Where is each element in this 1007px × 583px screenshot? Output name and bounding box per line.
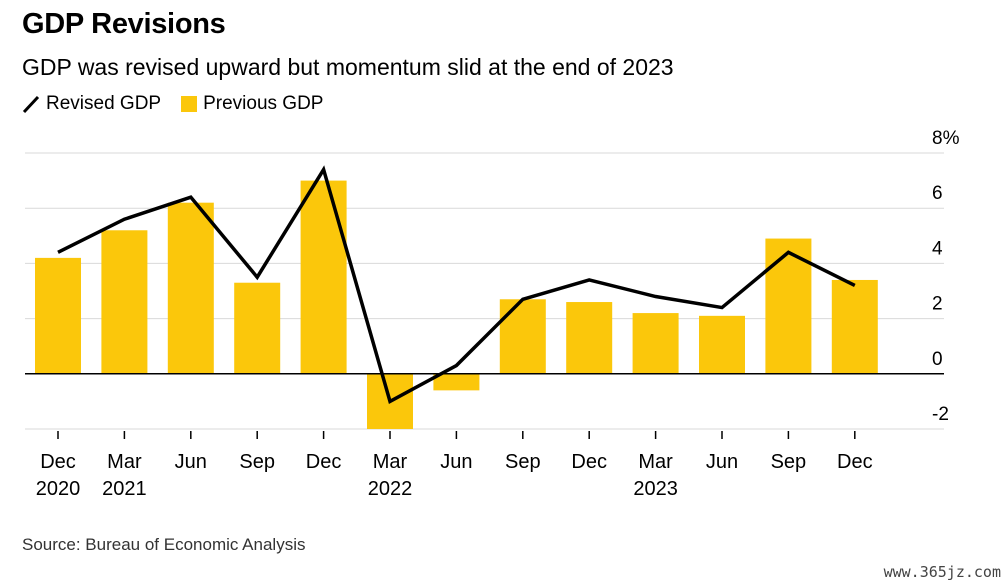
legend-label-previous: Previous GDP — [203, 93, 324, 114]
bar — [831, 279, 878, 374]
x-tick-label: Sep — [239, 451, 275, 473]
x-tick-label: Sep — [505, 451, 541, 473]
x-tick-label: Jun — [706, 451, 738, 473]
bar-swatch-icon — [181, 96, 198, 112]
y-tick-label: 4 — [932, 238, 943, 259]
y-tick-label: 8% — [932, 128, 960, 149]
bar — [566, 302, 613, 374]
legend-label-revised: Revised GDP — [46, 93, 162, 114]
chart-title: GDP Revisions — [22, 8, 226, 40]
line-swatch-icon — [22, 95, 40, 114]
x-tick-label: Dec — [571, 451, 607, 473]
legend: Revised GDP Previous GDP — [22, 93, 343, 115]
chart-subtitle: GDP was revised upward but momentum slid… — [22, 54, 674, 80]
watermark: www.365jz.com — [883, 563, 1001, 581]
bar — [433, 373, 480, 391]
x-tick-label: Dec — [306, 451, 342, 473]
x-tick-label: Sep — [771, 451, 807, 473]
x-tick-label: Dec — [837, 451, 873, 473]
bar — [499, 299, 546, 374]
x-tick-label: Mar — [638, 451, 673, 473]
y-tick-label: 2 — [932, 294, 943, 315]
bar — [699, 315, 745, 374]
y-tick-label: 0 — [932, 349, 943, 370]
x-tick-label: Mar — [373, 451, 408, 473]
bar — [300, 180, 347, 374]
y-tick-label: 6 — [932, 183, 943, 204]
y-tick-label: -2 — [932, 404, 949, 425]
x-tick-label: Dec — [40, 451, 76, 473]
x-tick-label: Mar — [107, 451, 142, 473]
bar — [35, 257, 81, 374]
x-tick-label: Jun — [175, 451, 207, 473]
bar — [101, 230, 148, 374]
bar — [234, 282, 281, 374]
x-tick-year-label: 2021 — [102, 478, 147, 500]
x-tick-label: Jun — [440, 451, 472, 473]
bar — [632, 313, 679, 374]
legend-item-revised: Revised GDP — [22, 93, 161, 115]
x-tick-year-label: 2022 — [368, 478, 413, 500]
bar — [167, 202, 214, 374]
source-note: Source: Bureau of Economic Analysis — [22, 535, 306, 554]
legend-item-previous: Previous GDP — [181, 93, 323, 115]
x-tick-year-label: 2023 — [633, 478, 678, 500]
x-tick-year-label: 2020 — [36, 478, 81, 500]
